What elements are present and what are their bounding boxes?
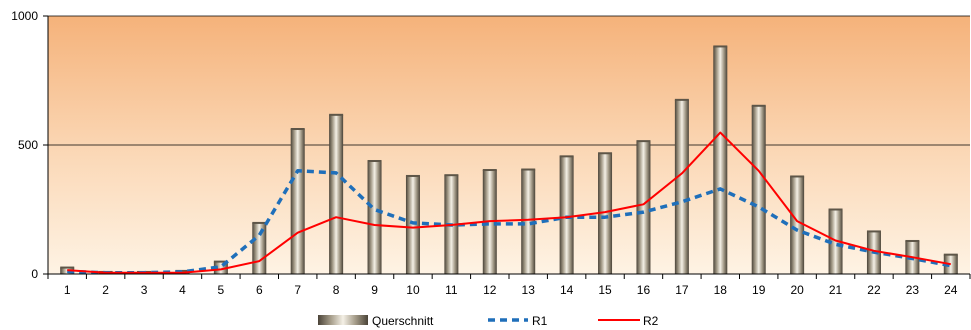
bar-6 <box>252 222 267 274</box>
bar-cap-20 <box>790 175 805 178</box>
x-tick-label-17: 17 <box>675 283 689 297</box>
bar-8 <box>329 114 344 275</box>
x-tick-label-11: 11 <box>445 283 458 297</box>
x-tick-label-22: 22 <box>867 283 881 297</box>
bar-cap-21 <box>828 208 843 211</box>
bar-cap-5 <box>213 260 228 263</box>
bar-cap-6 <box>252 221 267 224</box>
series-lines <box>67 131 952 275</box>
bar-cap-22 <box>866 230 881 233</box>
y-tick-label-1000: 1000 <box>11 9 38 23</box>
x-tick-label-6: 6 <box>256 283 263 297</box>
x-tick-label-15: 15 <box>598 283 612 297</box>
bar-cap-8 <box>329 113 344 116</box>
x-tick-label-9: 9 <box>371 283 378 297</box>
x-tick-label-21: 21 <box>829 283 843 297</box>
x-tick-label-14: 14 <box>560 283 574 297</box>
legend: Querschnitt R1 R2 <box>318 314 659 328</box>
x-tick-label-3: 3 <box>141 283 148 297</box>
x-tick-label-20: 20 <box>790 283 804 297</box>
y-tick-label-500: 500 <box>18 138 38 152</box>
bar-cap-9 <box>367 159 382 162</box>
x-tick-label-8: 8 <box>333 283 340 297</box>
bar-16 <box>636 141 651 274</box>
bar-cap-12 <box>482 169 497 172</box>
bar-18 <box>713 46 728 274</box>
y-tick-label-0: 0 <box>31 267 38 281</box>
bar-cap-10 <box>405 174 420 177</box>
x-tick-label-18: 18 <box>714 283 728 297</box>
bar-cap-11 <box>444 174 459 177</box>
bar-20 <box>790 176 805 274</box>
y-tick-labels: 0 500 1000 <box>11 9 38 281</box>
bar-cap-1 <box>60 266 75 269</box>
bar-cap-15 <box>598 152 613 155</box>
axes <box>43 15 971 279</box>
bar-15 <box>598 153 613 274</box>
bar-cap-18 <box>713 45 728 48</box>
x-tick-label-12: 12 <box>483 283 497 297</box>
bar-cap-4 <box>175 269 190 272</box>
bar-cap-23 <box>905 239 920 242</box>
bar-7 <box>290 129 305 274</box>
bar-cap-24 <box>943 253 958 256</box>
x-tick-label-16: 16 <box>637 283 651 297</box>
bar-cap-7 <box>290 128 305 131</box>
x-tick-label-5: 5 <box>218 283 225 297</box>
x-tick-label-23: 23 <box>906 283 920 297</box>
bar-9 <box>367 160 382 274</box>
legend-label-querschnitt: Querschnitt <box>372 314 434 328</box>
x-tick-label-19: 19 <box>752 283 766 297</box>
bar-10 <box>405 175 420 274</box>
x-tick-label-24: 24 <box>944 283 958 297</box>
legend-label-r2: R2 <box>643 314 659 328</box>
bar-19 <box>751 105 766 274</box>
x-tick-label-2: 2 <box>102 283 109 297</box>
bar-21 <box>828 209 843 274</box>
x-tick-label-7: 7 <box>294 283 301 297</box>
x-tick-label-13: 13 <box>522 283 536 297</box>
bar-13 <box>521 169 536 274</box>
x-tick-labels: 1 2 3 4 5 6 7 8 9 10 11 12 13 14 15 16 17 18 19 20 21 22 23 24 <box>64 283 958 297</box>
bar-17 <box>674 99 689 274</box>
bar-cap-16 <box>636 140 651 143</box>
bar-cap-13 <box>521 168 536 171</box>
bar-cap-17 <box>674 98 689 101</box>
legend-label-r1: R1 <box>532 314 548 328</box>
bar-14 <box>559 156 574 274</box>
bar-cap-19 <box>751 104 766 107</box>
series-line-r2 <box>67 131 951 274</box>
x-tick-label-4: 4 <box>179 283 186 297</box>
bar-24 <box>943 254 958 274</box>
x-tick-label-1: 1 <box>64 283 71 297</box>
bar-cap-14 <box>559 155 574 158</box>
x-tick-label-10: 10 <box>406 283 420 297</box>
series-line-r1 <box>67 169 952 275</box>
legend-swatch-querschnitt <box>318 315 368 325</box>
